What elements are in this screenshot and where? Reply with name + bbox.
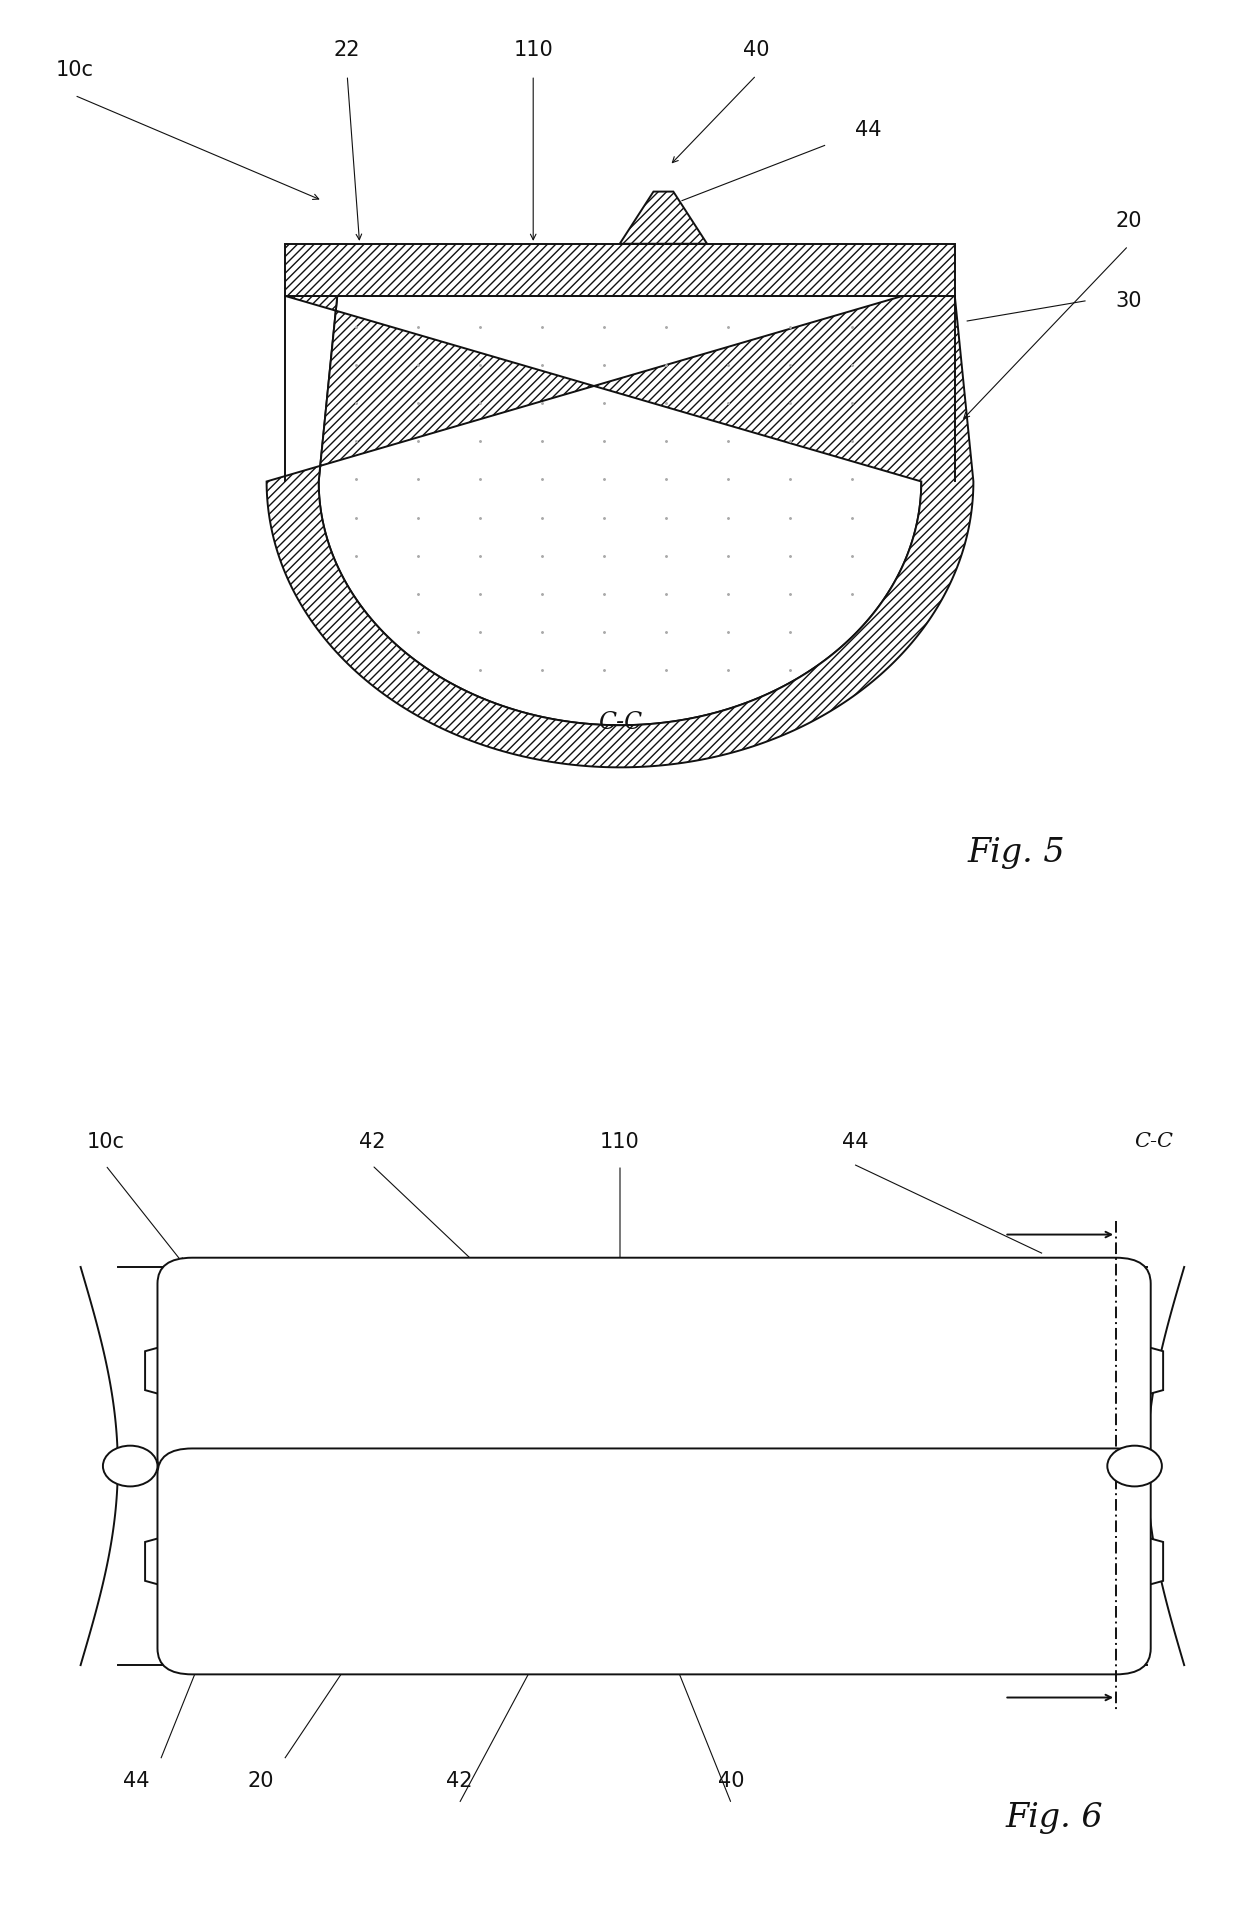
Polygon shape [267,295,973,768]
Polygon shape [1116,1339,1163,1402]
Text: 20: 20 [1115,210,1142,231]
Text: 110: 110 [513,41,553,60]
Text: 10c: 10c [87,1132,124,1152]
Text: 42: 42 [358,1132,386,1152]
Text: Fig. 5: Fig. 5 [968,837,1065,868]
Text: 40: 40 [718,1771,745,1790]
Text: 30: 30 [1115,291,1142,311]
Text: Fig. 6: Fig. 6 [1006,1802,1102,1834]
Polygon shape [319,295,921,725]
FancyBboxPatch shape [157,1449,1151,1674]
Text: 10c: 10c [56,60,93,81]
Text: 40: 40 [743,41,770,60]
FancyBboxPatch shape [157,1258,1151,1483]
Text: 22: 22 [334,41,361,60]
Text: 44: 44 [854,120,882,141]
Circle shape [1107,1445,1162,1487]
Polygon shape [145,1530,192,1593]
Text: 44: 44 [842,1132,869,1152]
Text: 110: 110 [600,1132,640,1152]
Text: 44: 44 [123,1771,150,1790]
Polygon shape [1116,1530,1163,1593]
Polygon shape [620,191,707,243]
Text: 42: 42 [445,1771,472,1790]
Circle shape [103,1445,157,1487]
Text: C-C: C-C [598,710,642,733]
Polygon shape [145,1339,192,1402]
Text: 20: 20 [247,1771,274,1790]
Polygon shape [285,243,955,295]
Text: C-C: C-C [1133,1132,1173,1152]
